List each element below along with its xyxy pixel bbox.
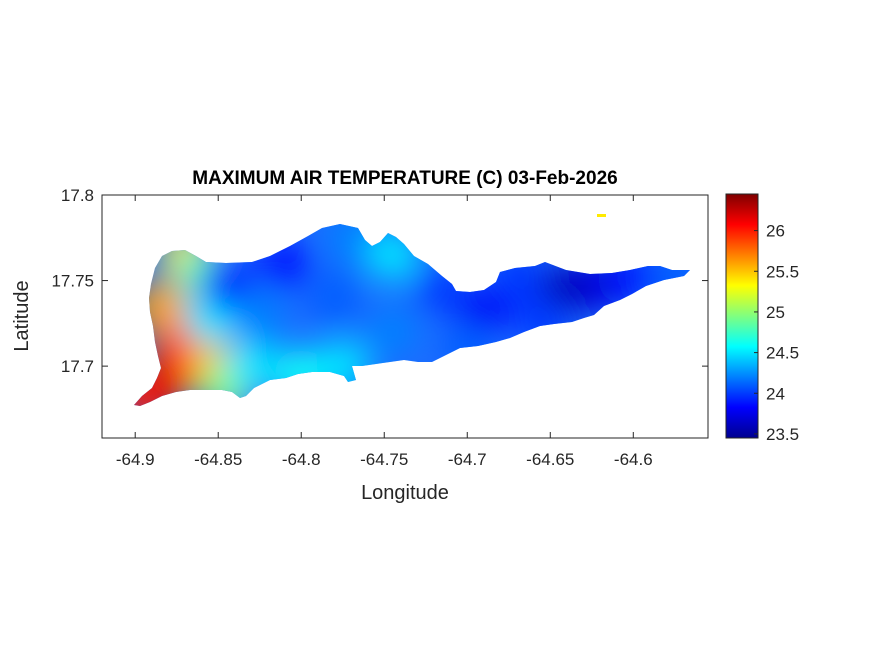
y-tick-label: 17.7	[61, 357, 94, 376]
y-tick-label: 17.75	[51, 272, 94, 291]
field-point-1	[134, 370, 170, 406]
y-tick-label: 17.8	[61, 186, 94, 205]
colorbar-tick-label: 25.5	[766, 262, 799, 281]
colorbar-tick-label: 25	[766, 303, 785, 322]
colorbar-tick-label: 24	[766, 384, 785, 403]
small-islet	[597, 214, 606, 217]
field-point-13	[200, 257, 253, 310]
x-tick-label: -64.8	[282, 450, 321, 469]
y-axis-label: Latitude	[11, 280, 33, 351]
x-axis-label: Longitude	[361, 482, 449, 504]
x-tick-label: -64.6	[614, 450, 653, 469]
field-point-10	[225, 340, 278, 393]
y-axis: 17.7 17.75 17.8	[51, 186, 708, 376]
x-tick-label: -64.7	[448, 450, 487, 469]
colorbar: 23.5 24 24.5 25 25.5 26	[725, 193, 799, 444]
colorbar-tick-label: 24.5	[766, 344, 799, 363]
colorbar-ticks: 23.5 24 24.5 25 25.5 26	[754, 222, 799, 444]
colorbar-tick-label: 26	[766, 222, 785, 241]
x-tick-label: -64.85	[194, 450, 242, 469]
chart-title: MAXIMUM AIR TEMPERATURE (C) 03-Feb-2026	[192, 168, 617, 189]
field-point-14	[233, 288, 286, 341]
colorbar-tick-label: 23.5	[766, 425, 799, 444]
x-tick-label: -64.65	[526, 450, 574, 469]
colorbar-gradient	[725, 193, 759, 439]
field-point-16	[308, 271, 361, 324]
x-tick-label: -64.75	[360, 450, 408, 469]
x-tick-label: -64.9	[116, 450, 155, 469]
field-point-19	[366, 305, 419, 358]
x-axis: -64.9 -64.85 -64.8 -64.75 -64.7 -64.65 -64.6	[116, 195, 653, 469]
